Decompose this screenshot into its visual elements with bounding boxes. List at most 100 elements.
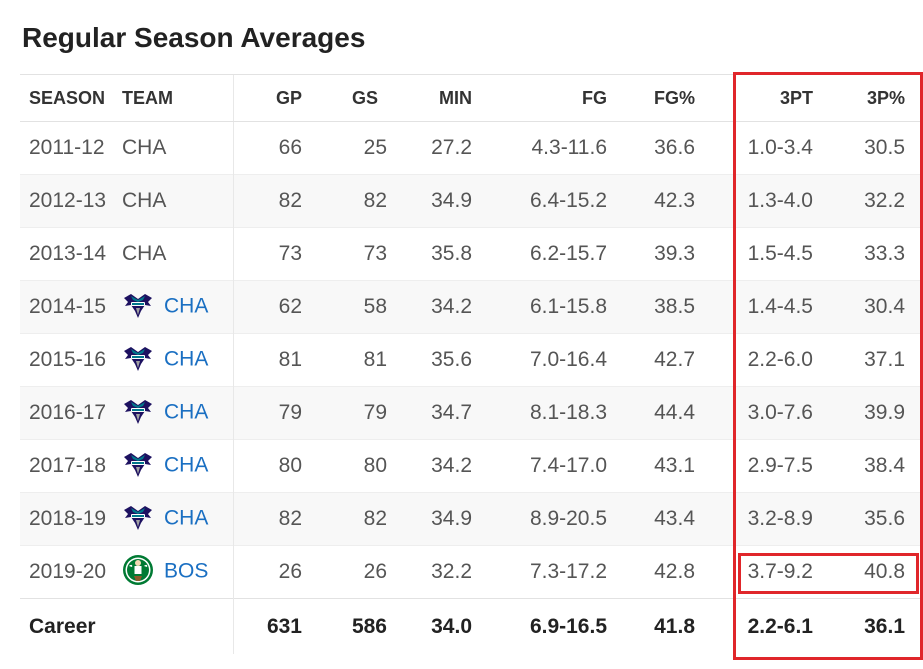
three-pt-pct-cell: 30.4 [840, 280, 923, 334]
team-cell: CHA [122, 439, 233, 493]
min-cell: 34.2 [405, 439, 490, 493]
three-pt-pct-cell: 37.1 [840, 333, 923, 387]
table-row: 2018-19 CHA 82 82 34.9 8.9-20.5 43.4 3.2-8.9 35.… [20, 492, 923, 546]
fg-cell: 8.9-20.5 [490, 492, 633, 546]
min-cell: 35.8 [405, 227, 490, 281]
min-cell: 34.9 [405, 174, 490, 228]
fg-pct-cell: 39.3 [633, 227, 729, 281]
team-link[interactable]: CHA [164, 400, 209, 424]
min-cell: 34.2 [405, 280, 490, 334]
gs-cell: 73 [329, 227, 405, 281]
min-cell: 32.2 [405, 545, 490, 599]
gs-cell: 80 [329, 439, 405, 493]
team-cell: CHA [122, 121, 233, 175]
three-pt-pct-cell: 38.4 [840, 439, 923, 493]
three-pt-cell: 3.7-9.2 [729, 545, 840, 599]
hornets-logo-icon[interactable] [122, 342, 154, 374]
fg-pct-cell: 42.3 [633, 174, 729, 228]
gs-cell: 26 [329, 545, 405, 599]
min-cell: 35.6 [405, 333, 490, 387]
column-header-team[interactable]: TEAM [122, 74, 233, 122]
three-pt-cell: 3.2-8.9 [729, 492, 840, 546]
gs-cell: 82 [329, 174, 405, 228]
team-link[interactable]: CHA [164, 506, 209, 530]
column-header-fg[interactable]: FG [490, 74, 633, 122]
three-pt-cell: 3.0-7.6 [729, 386, 840, 440]
fg-cell: 7.3-17.2 [490, 545, 633, 599]
gp-cell: 79 [232, 386, 329, 440]
min-cell: 34.7 [405, 386, 490, 440]
team-link[interactable]: BOS [164, 559, 209, 583]
season-cell: 2016-17 [20, 386, 122, 440]
gp-cell: 66 [232, 121, 329, 175]
season-cell: 2015-16 [20, 333, 122, 387]
gp-cell: 26 [232, 545, 329, 599]
fg-cell: 6.4-15.2 [490, 174, 633, 228]
column-header-3p-pct[interactable]: 3P% [840, 74, 923, 122]
column-header-fg-pct[interactable]: FG% [633, 74, 729, 122]
career-label: Career [20, 598, 233, 654]
fg-pct-cell: 44.4 [633, 386, 729, 440]
season-cell: 2018-19 [20, 492, 122, 546]
min-cell: 34.9 [405, 492, 490, 546]
career-row: Career 631 586 34.0 6.9-16.5 41.8 2.2-6.1 36.1 [20, 598, 923, 654]
three-pt-cell: 1.5-4.5 [729, 227, 840, 281]
table-row: 2016-17 CHA 79 79 34.7 8.1-18.3 44.4 3.0-7.6 39.… [20, 386, 923, 440]
fg-pct-cell: 42.8 [633, 545, 729, 599]
career-gs-cell: 586 [329, 598, 405, 654]
three-pt-pct-cell: 30.5 [840, 121, 923, 175]
table-header-row: SEASON TEAM GP GS MIN FG FG% 3PT 3P% [20, 74, 923, 122]
career-min-cell: 34.0 [405, 598, 490, 654]
column-header-3pt[interactable]: 3PT [729, 74, 840, 122]
team-link[interactable]: CHA [164, 347, 209, 371]
fg-pct-cell: 43.1 [633, 439, 729, 493]
gp-cell: 73 [232, 227, 329, 281]
season-cell: 2013-14 [20, 227, 122, 281]
career-three-pt-cell: 2.2-6.1 [729, 598, 840, 654]
column-header-gs[interactable]: GS [329, 74, 405, 122]
table-row: 2013-14 CHA 73 73 35.8 6.2-15.7 39.3 1.5-4.5 33.… [20, 227, 923, 281]
gs-cell: 81 [329, 333, 405, 387]
team-link[interactable]: CHA [164, 294, 209, 318]
stats-table: SEASON TEAM GP GS MIN FG FG% 3PT 3P% 201… [20, 74, 923, 654]
team-link[interactable]: CHA [164, 453, 209, 477]
three-pt-cell: 1.3-4.0 [729, 174, 840, 228]
min-cell: 27.2 [405, 121, 490, 175]
column-header-season[interactable]: SEASON [20, 74, 122, 122]
table-row: 2011-12 CHA 66 25 27.2 4.3-11.6 36.6 1.0-3.4 30.… [20, 121, 923, 175]
fg-pct-cell: 38.5 [633, 280, 729, 334]
career-fg-pct-cell: 41.8 [633, 598, 729, 654]
table-row: 2019-20 BOS 26 26 32.2 7.3-17.2 42.8 3.7-9.2 40.… [20, 545, 923, 599]
gs-cell: 82 [329, 492, 405, 546]
fg-cell: 4.3-11.6 [490, 121, 633, 175]
gs-cell: 25 [329, 121, 405, 175]
table-row: 2017-18 CHA 80 80 34.2 7.4-17.0 43.1 2.9-7.5 38.… [20, 439, 923, 493]
hornets-logo-icon[interactable] [122, 395, 154, 427]
career-fg-cell: 6.9-16.5 [490, 598, 633, 654]
table-row: 2014-15 CHA 62 58 34.2 6.1-15.8 38.5 1.4-4.5 30.… [20, 280, 923, 334]
gp-cell: 82 [232, 492, 329, 546]
team-cell: CHA [122, 227, 233, 281]
fg-cell: 7.0-16.4 [490, 333, 633, 387]
fg-cell: 6.2-15.7 [490, 227, 633, 281]
hornets-logo-icon[interactable] [122, 501, 154, 533]
column-header-gp[interactable]: GP [232, 74, 329, 122]
three-pt-pct-cell: 32.2 [840, 174, 923, 228]
hornets-logo-icon[interactable] [122, 289, 154, 321]
page-title: Regular Season Averages [22, 22, 366, 53]
season-cell: 2014-15 [20, 280, 122, 334]
season-cell: 2019-20 [20, 545, 122, 599]
team-cell: CHA [122, 280, 233, 334]
celtics-logo-icon[interactable] [122, 554, 154, 586]
gs-cell: 79 [329, 386, 405, 440]
gp-cell: 81 [232, 333, 329, 387]
three-pt-pct-cell: 40.8 [840, 545, 923, 599]
gp-cell: 82 [232, 174, 329, 228]
team-cell: CHA [122, 333, 233, 387]
fg-pct-cell: 42.7 [633, 333, 729, 387]
fg-cell: 6.1-15.8 [490, 280, 633, 334]
column-header-min[interactable]: MIN [405, 74, 490, 122]
team-cell: CHA [122, 174, 233, 228]
hornets-logo-icon[interactable] [122, 448, 154, 480]
fg-pct-cell: 43.4 [633, 492, 729, 546]
